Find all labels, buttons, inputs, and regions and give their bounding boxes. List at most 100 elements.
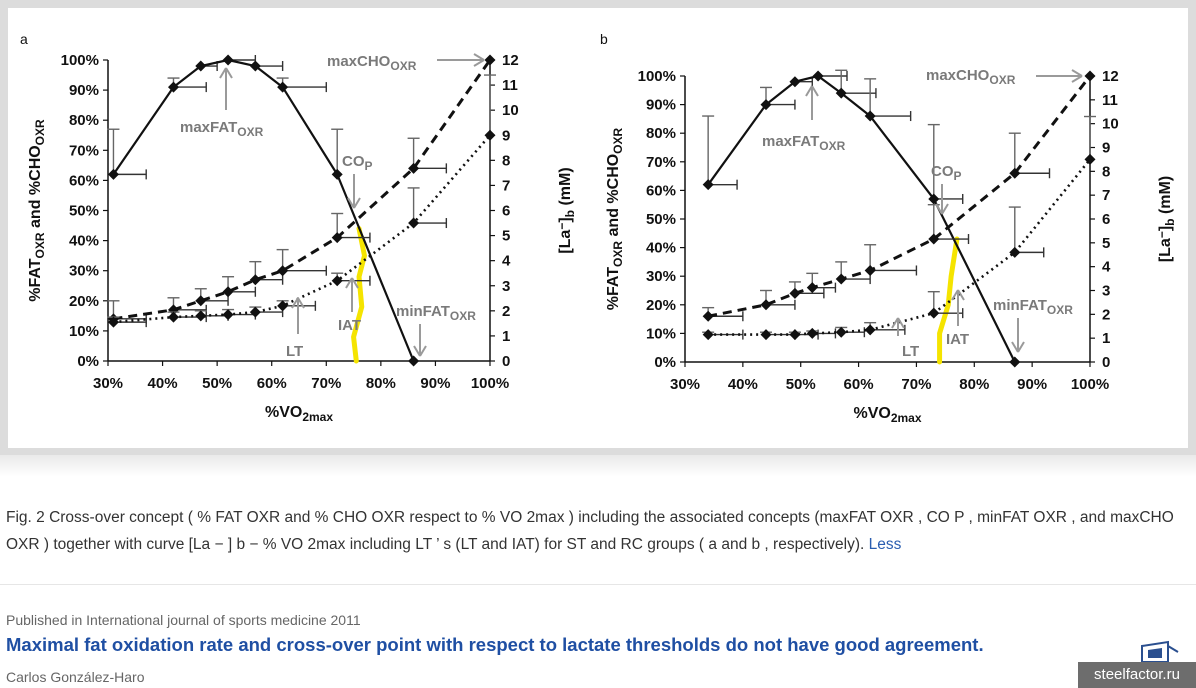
series-line-dashed — [707, 75, 1092, 318]
y-left-tick-label: 30% — [69, 263, 99, 280]
y-left-tick-label: 70% — [646, 154, 676, 171]
data-point-diamond — [331, 275, 343, 287]
y-left-tick-label: 100% — [61, 52, 99, 69]
data-point-diamond — [408, 162, 420, 174]
y-axis-left-title: %FATOXR and %CHOOXR — [27, 119, 47, 302]
y-left-tick-label: 20% — [69, 293, 99, 310]
y-right-tick-label: 12 — [1102, 68, 1119, 85]
data-point-diamond — [195, 295, 207, 307]
series-dotted — [107, 74, 496, 328]
figure-image — [8, 8, 1188, 448]
data-point-diamond — [222, 309, 234, 321]
y-left-tick-label: 70% — [69, 142, 99, 159]
data-point-diamond — [167, 81, 179, 93]
series-line-solid — [707, 74, 1016, 363]
y-right-tick-label: 0 — [502, 353, 510, 370]
y-left-tick-label: 60% — [646, 182, 676, 199]
y-left-tick-label: 10% — [646, 325, 676, 342]
data-point-diamond — [408, 355, 420, 367]
series-dashed — [702, 70, 1096, 322]
data-point-diamond — [249, 274, 261, 286]
y-right-tick-label: 10 — [1102, 116, 1119, 133]
annotation-co-p-arrow — [935, 184, 949, 215]
figure-panel — [0, 0, 1196, 455]
watermark: steelfactor.ru — [1078, 662, 1196, 688]
annotation-maxcho-oxr: maxCHOOXR — [327, 53, 417, 73]
x-tick-label: 30% — [670, 376, 700, 393]
data-point-diamond — [107, 316, 119, 328]
annotation-lt-arrow — [891, 317, 905, 336]
y-left-tick-label: 100% — [638, 68, 676, 85]
y-right-tick-label: 5 — [1102, 235, 1110, 252]
y-left-tick-label: 90% — [646, 97, 676, 114]
data-point-diamond — [331, 168, 343, 180]
data-point-diamond — [760, 99, 772, 111]
x-tick-label: 90% — [420, 375, 450, 392]
y-right-tick-label: 8 — [502, 152, 510, 169]
x-tick-label: 30% — [93, 375, 123, 392]
panel-letter: b — [600, 31, 608, 47]
annotation-maxcho-oxr-arrow-head — [1071, 69, 1083, 83]
data-point-diamond — [702, 310, 714, 322]
y-right-tick-label: 2 — [1102, 306, 1110, 323]
annotation-minfat-oxr-arrow — [1011, 318, 1025, 353]
y-left-tick-label: 0% — [654, 354, 676, 371]
data-point-diamond — [277, 300, 289, 312]
y-left-tick-label: 50% — [646, 211, 676, 228]
data-point-diamond — [249, 60, 261, 72]
figure-caption: Fig. 2 Cross-over concept ( % FAT OXR an… — [6, 504, 1186, 558]
chart-panel-a: a30% 40% 50% 60% 70% 80% 90% 100%0%10%20%30%40%… — [20, 31, 577, 424]
annotation-maxfat-oxr: maxFATOXR — [180, 119, 264, 139]
annotation-co-p-arrow-head — [935, 203, 949, 215]
data-point-diamond — [1009, 356, 1021, 368]
y-left-tick-label: 20% — [646, 297, 676, 314]
data-point-diamond — [789, 287, 801, 299]
iat-yellow-band — [937, 236, 960, 365]
y-right-tick-label: 0 — [1102, 354, 1110, 371]
y-axis-right-title: [La−]b (mM) — [1155, 176, 1177, 262]
less-link[interactable]: Less — [868, 536, 902, 553]
annotation-iat-arrow — [345, 277, 359, 312]
author-name: Carlos González-Haro — [6, 669, 145, 685]
x-tick-label: 60% — [844, 376, 874, 393]
y-right-tick-label: 8 — [1102, 163, 1110, 180]
data-point-diamond — [331, 232, 343, 244]
series-solid — [702, 69, 1021, 368]
y-right-tick-label: 9 — [1102, 140, 1110, 157]
data-point-diamond — [835, 273, 847, 285]
series-dashed — [107, 54, 496, 325]
annotation-lt: LT — [902, 343, 919, 360]
annotation-iat-arrow — [951, 289, 965, 326]
y-right-tick-label: 10 — [502, 102, 519, 119]
chart-panel-b: b30% 40% 50% 60% 70% 80% 90% 100%0%10%20%30%40%… — [600, 31, 1177, 425]
y-right-tick-label: 3 — [1102, 283, 1110, 300]
data-point-diamond — [277, 81, 289, 93]
annotation-minfat-oxr-arrow-head — [1011, 341, 1025, 353]
data-point-diamond — [812, 70, 824, 82]
y-right-tick-label: 11 — [1102, 92, 1118, 109]
y-left-tick-label: 10% — [69, 323, 99, 340]
y-axis-right-title: [La−]b (mM) — [555, 167, 577, 253]
x-tick-label: 40% — [148, 375, 178, 392]
series-solid — [107, 54, 420, 367]
y-left-tick-label: 60% — [69, 172, 99, 189]
data-point-diamond — [1084, 70, 1096, 82]
data-point-diamond — [222, 286, 234, 298]
annotation-co-p-arrow — [347, 174, 361, 209]
annotation-maxcho-oxr: maxCHOOXR — [926, 67, 1016, 87]
y-right-tick-label: 7 — [502, 177, 510, 194]
y-right-tick-label: 4 — [502, 253, 511, 270]
data-point-diamond — [702, 329, 714, 341]
series-line-dashed — [113, 59, 492, 321]
caption-text: Fig. 2 Cross-over concept ( % FAT OXR an… — [6, 509, 1174, 553]
data-point-diamond — [864, 110, 876, 122]
annotation-maxcho-oxr-arrow-head — [473, 53, 485, 67]
data-point-diamond — [702, 179, 714, 191]
paper-title-link[interactable]: Maximal fat oxidation rate and cross-ove… — [6, 634, 984, 655]
data-point-diamond — [195, 310, 207, 322]
data-point-diamond — [928, 233, 940, 245]
divider — [0, 584, 1196, 585]
y-right-tick-label: 4 — [1102, 259, 1111, 276]
y-axis-left-title: %FATOXR and %CHOOXR — [605, 127, 625, 310]
y-left-tick-label: 50% — [69, 203, 99, 220]
